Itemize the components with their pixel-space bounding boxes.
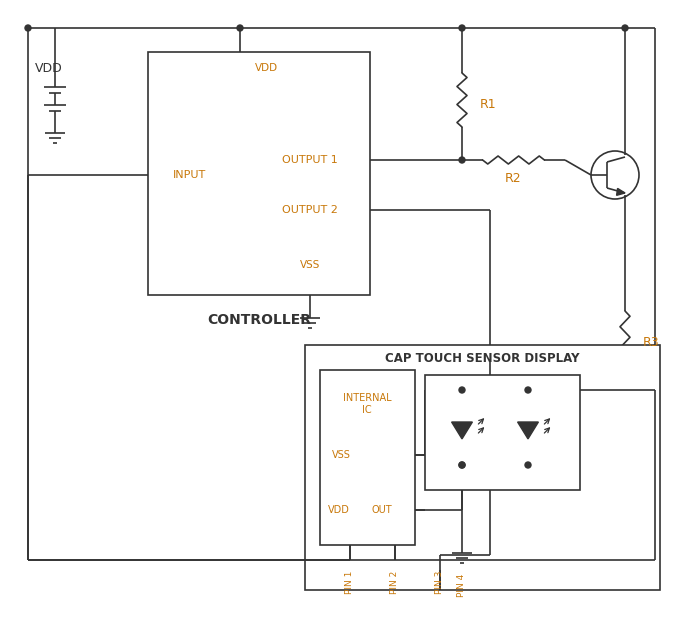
- Circle shape: [525, 462, 531, 468]
- Text: R3: R3: [643, 336, 660, 349]
- Text: PIN 1: PIN 1: [346, 570, 354, 594]
- Text: PIN 2: PIN 2: [390, 570, 399, 594]
- Polygon shape: [452, 422, 473, 439]
- Circle shape: [459, 462, 465, 468]
- Text: PIN 4: PIN 4: [457, 573, 466, 597]
- Circle shape: [459, 157, 465, 163]
- Text: IC: IC: [362, 405, 372, 415]
- Text: PIN 3: PIN 3: [435, 570, 444, 594]
- Text: INPUT: INPUT: [173, 170, 207, 180]
- Circle shape: [25, 25, 31, 31]
- Text: VDD: VDD: [328, 505, 350, 515]
- Bar: [320, 370, 415, 545]
- Circle shape: [622, 25, 628, 31]
- Text: CAP TOUCH SENSOR DISPLAY: CAP TOUCH SENSOR DISPLAY: [385, 352, 579, 365]
- Text: CONTROLLER: CONTROLLER: [207, 313, 311, 327]
- Text: VDD: VDD: [255, 63, 278, 73]
- Text: R1: R1: [480, 99, 497, 112]
- Bar: [305, 345, 660, 590]
- Bar: [425, 375, 580, 490]
- Text: OUTPUT 1: OUTPUT 1: [282, 155, 338, 165]
- Polygon shape: [616, 188, 625, 196]
- Text: R2: R2: [504, 172, 521, 184]
- Text: OUT: OUT: [372, 505, 392, 515]
- Text: VDD: VDD: [35, 62, 63, 75]
- Polygon shape: [518, 422, 538, 439]
- Circle shape: [459, 25, 465, 31]
- Circle shape: [525, 387, 531, 393]
- Text: OUTPUT 2: OUTPUT 2: [282, 205, 338, 215]
- Text: VSS: VSS: [332, 450, 351, 460]
- Circle shape: [237, 25, 243, 31]
- Circle shape: [459, 462, 465, 468]
- Circle shape: [459, 387, 465, 393]
- Text: INTERNAL: INTERNAL: [343, 393, 391, 403]
- Text: VSS: VSS: [300, 260, 320, 270]
- Bar: [148, 52, 370, 295]
